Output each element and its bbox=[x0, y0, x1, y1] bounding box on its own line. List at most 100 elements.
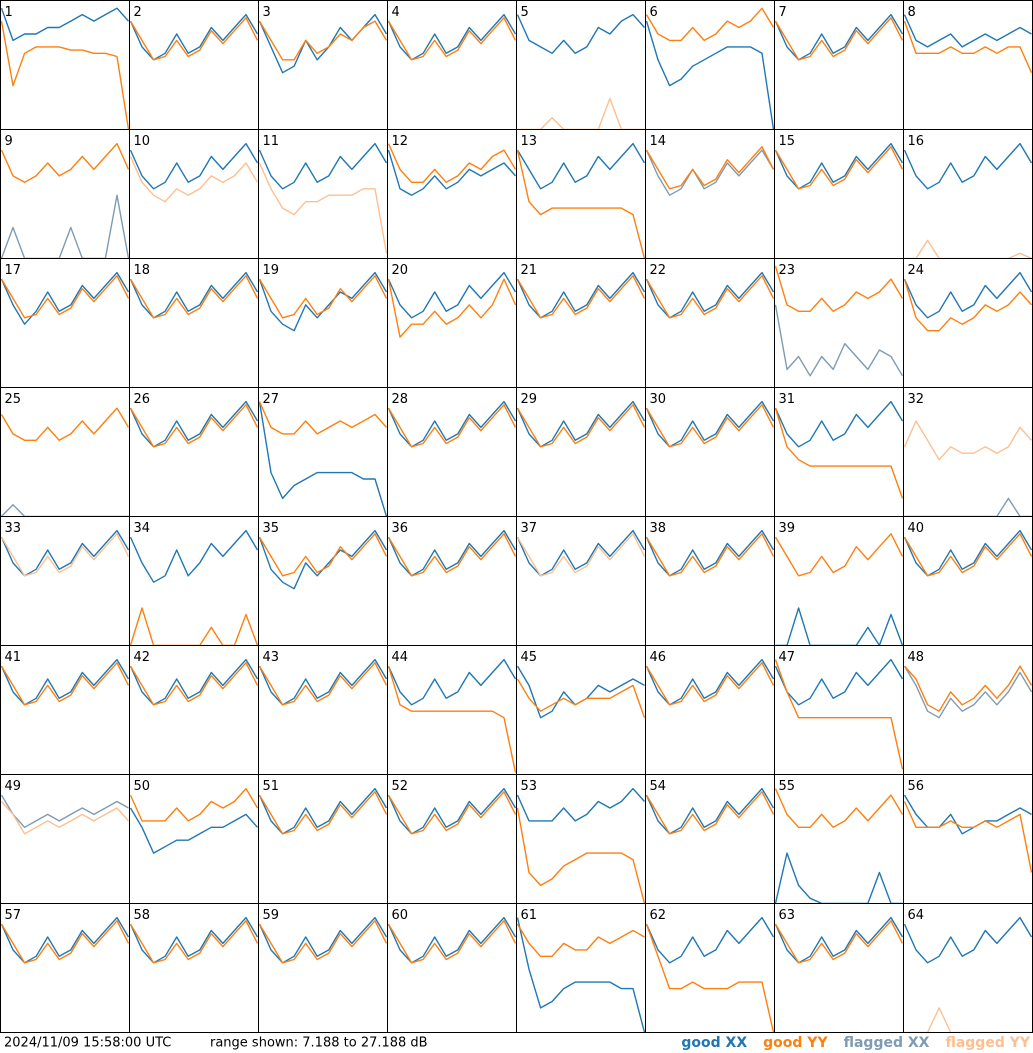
panel bbox=[516, 787, 646, 904]
panel-label: 31 bbox=[779, 392, 796, 407]
panel bbox=[387, 400, 517, 448]
panel bbox=[0, 794, 130, 835]
panel bbox=[0, 142, 130, 259]
panel bbox=[0, 407, 130, 517]
spectrum-line bbox=[258, 791, 388, 835]
panel bbox=[129, 529, 259, 646]
spectrum-line bbox=[903, 278, 1033, 332]
panel-label: 60 bbox=[392, 908, 409, 923]
panel-label: 14 bbox=[650, 134, 667, 149]
spectrum-line bbox=[387, 404, 517, 448]
spectrum-line bbox=[387, 658, 517, 706]
spectrum-line bbox=[129, 807, 259, 854]
panel bbox=[258, 787, 388, 835]
spectrum-line bbox=[258, 401, 388, 435]
panel bbox=[645, 529, 775, 577]
panel bbox=[129, 271, 259, 319]
panel-label: 5 bbox=[521, 5, 529, 20]
spectrum-line bbox=[387, 791, 517, 835]
panel bbox=[129, 142, 259, 203]
panel bbox=[258, 529, 388, 590]
spectrum-line bbox=[774, 266, 904, 312]
spectrum-line bbox=[516, 404, 646, 448]
panel bbox=[516, 917, 646, 1033]
panel-label: 44 bbox=[392, 650, 409, 665]
panel-label: 39 bbox=[779, 521, 796, 536]
spectrum-line bbox=[0, 142, 130, 184]
spectrum-line bbox=[516, 917, 646, 1033]
spectrum-line bbox=[0, 20, 130, 130]
panel-label: 46 bbox=[650, 650, 667, 665]
panel-label: 43 bbox=[263, 650, 280, 665]
spectrum-line bbox=[0, 275, 130, 319]
spectrum-line bbox=[129, 529, 259, 583]
spectrum-line bbox=[0, 194, 130, 259]
spectrum-line bbox=[903, 794, 1032, 835]
panel-label: 10 bbox=[134, 134, 151, 149]
spectrum-line bbox=[0, 7, 130, 42]
spectrum-line bbox=[129, 920, 259, 964]
panel-label: 13 bbox=[521, 134, 538, 149]
panel-label: 53 bbox=[521, 779, 538, 794]
spectrum-line bbox=[387, 920, 517, 964]
panel bbox=[0, 7, 130, 130]
spectrum-line bbox=[774, 400, 904, 448]
panel bbox=[258, 142, 388, 254]
spectrum-line bbox=[0, 801, 130, 835]
spectrum-line bbox=[0, 533, 130, 577]
legend-entry: flagged XX bbox=[844, 1035, 930, 1051]
panel-label: 35 bbox=[263, 521, 280, 536]
panel bbox=[387, 13, 517, 61]
panel-label: 19 bbox=[263, 263, 280, 278]
panel bbox=[0, 658, 130, 706]
panel-label: 8 bbox=[908, 5, 916, 20]
panel bbox=[903, 142, 1033, 259]
panel-label: 11 bbox=[263, 134, 280, 149]
panel-label: 55 bbox=[779, 779, 796, 794]
panel bbox=[645, 916, 775, 1033]
spectrum-line bbox=[774, 658, 904, 706]
panel bbox=[258, 13, 388, 74]
panel-label: 45 bbox=[521, 650, 538, 665]
spectrum-line bbox=[774, 920, 904, 964]
panel bbox=[516, 271, 646, 319]
panel-label: 48 bbox=[908, 650, 925, 665]
panel-label: 41 bbox=[5, 650, 22, 665]
spectrum-line bbox=[387, 533, 517, 577]
panel-label: 24 bbox=[908, 263, 925, 278]
panel-label: 38 bbox=[650, 521, 667, 536]
spectrum-line bbox=[516, 787, 646, 822]
panel bbox=[774, 266, 904, 377]
panel-label: 15 bbox=[779, 134, 796, 149]
spectrum-line bbox=[258, 529, 388, 590]
panel-label: 21 bbox=[521, 263, 538, 278]
spectrum-line bbox=[129, 142, 259, 190]
panel bbox=[903, 529, 1033, 577]
panel bbox=[903, 794, 1033, 873]
spectrum-line bbox=[387, 665, 517, 773]
panel-label: 9 bbox=[5, 134, 13, 149]
spectrum-line bbox=[645, 662, 775, 706]
spectrum-line bbox=[0, 794, 129, 828]
panel bbox=[774, 142, 904, 190]
panel-label: 54 bbox=[650, 779, 667, 794]
panel bbox=[903, 420, 1033, 517]
panel-label: 63 bbox=[779, 908, 796, 923]
spectrum-line bbox=[516, 533, 646, 577]
panel-label: 32 bbox=[908, 392, 925, 407]
spectrum-line bbox=[903, 665, 1033, 712]
panel-label: 18 bbox=[134, 263, 151, 278]
panel bbox=[258, 916, 388, 964]
panel bbox=[387, 143, 517, 196]
panel bbox=[774, 533, 904, 646]
panel bbox=[129, 13, 259, 61]
panel bbox=[516, 665, 646, 719]
panel-label: 7 bbox=[779, 5, 787, 20]
spectrum-line bbox=[645, 923, 775, 1033]
spectrum-line bbox=[516, 678, 646, 718]
spectrum-line bbox=[516, 142, 646, 190]
spectrum-line bbox=[903, 665, 1033, 719]
panel bbox=[645, 400, 775, 448]
panel bbox=[903, 14, 1033, 73]
spectrum-line bbox=[387, 271, 517, 319]
